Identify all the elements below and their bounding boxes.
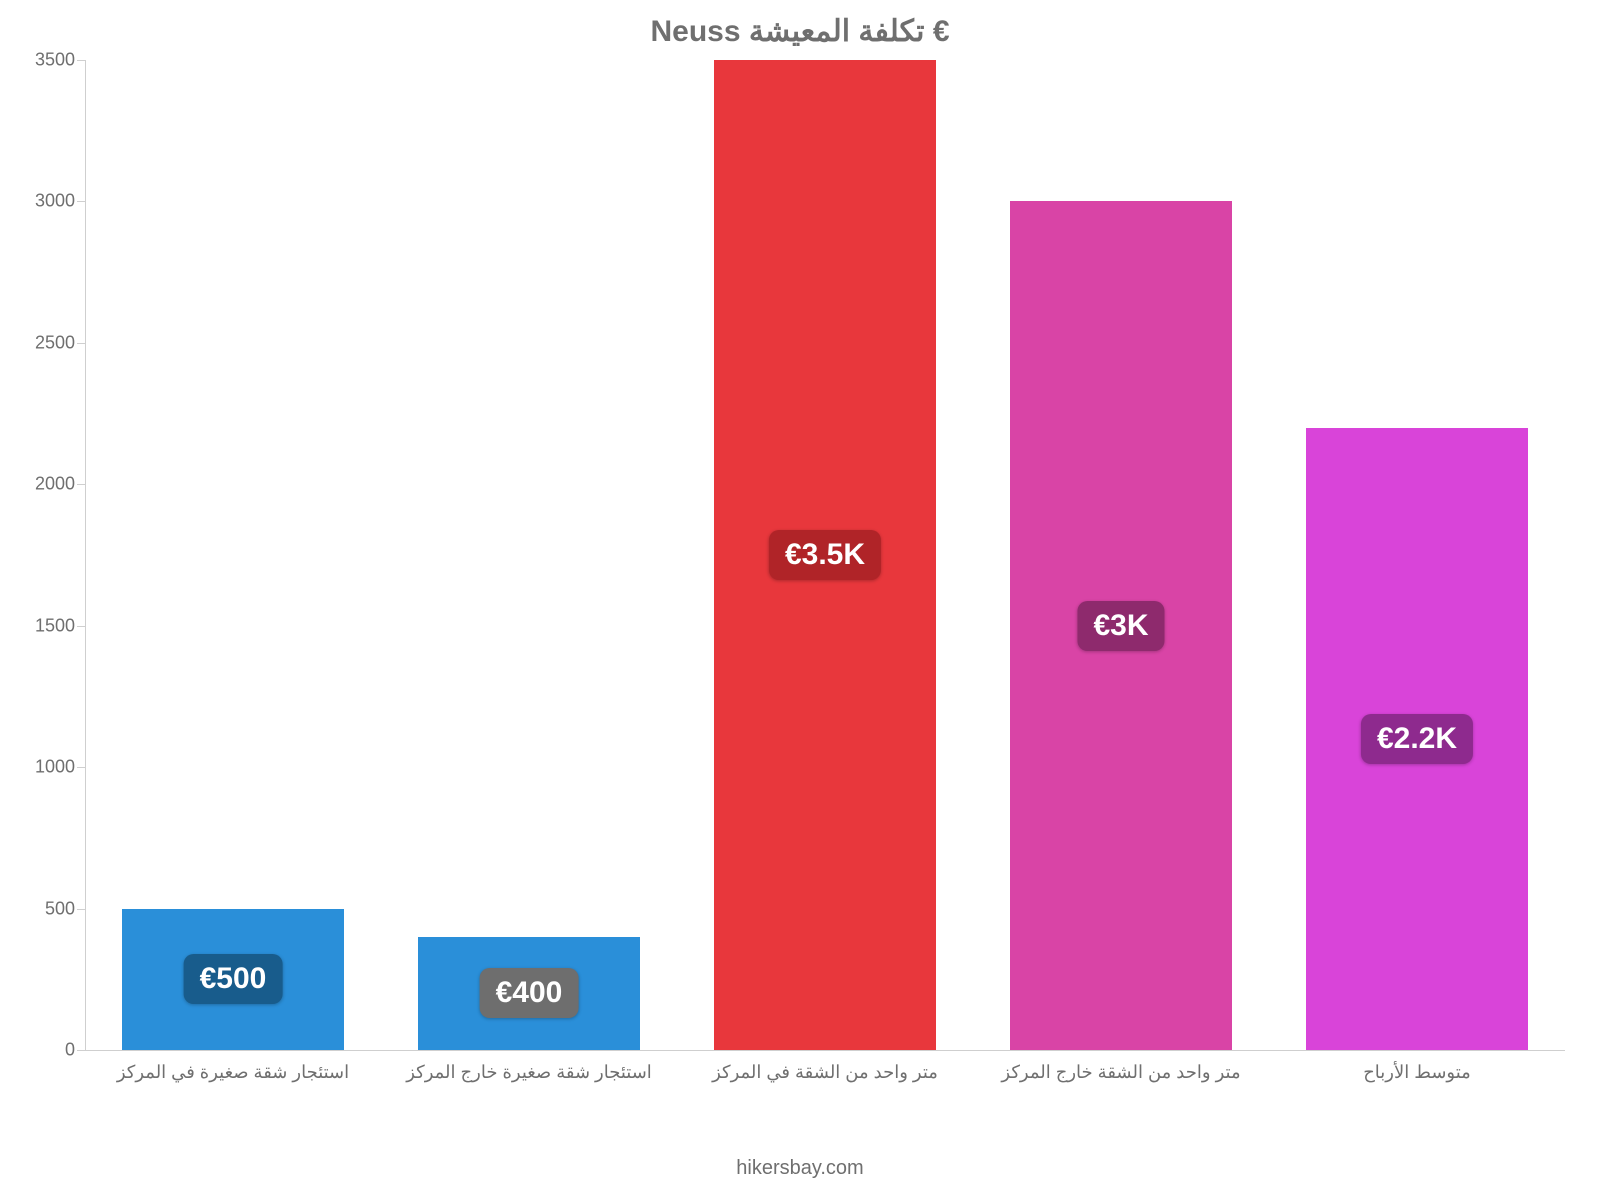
x-tick-label: استئجار شقة صغيرة في المركز bbox=[117, 1062, 349, 1083]
y-tick-label: 1500 bbox=[5, 615, 75, 636]
x-tick-label: متوسط الأرباح bbox=[1363, 1062, 1471, 1083]
y-tick-label: 3000 bbox=[5, 191, 75, 212]
y-tick-mark bbox=[77, 767, 85, 768]
y-tick-label: 2500 bbox=[5, 332, 75, 353]
y-tick-label: 0 bbox=[5, 1040, 75, 1061]
y-tick-label: 2000 bbox=[5, 474, 75, 495]
x-axis-line bbox=[85, 1050, 1565, 1051]
bar-value-label: €500 bbox=[184, 954, 283, 1004]
chart-container: € تكلفة المعيشة Neuss hikersbay.com 0 500… bbox=[0, 0, 1600, 1200]
x-tick-label: متر واحد من الشقة خارج المركز bbox=[1001, 1062, 1240, 1083]
attribution-text: hikersbay.com bbox=[0, 1157, 1600, 1180]
y-tick-label: 3500 bbox=[5, 50, 75, 71]
y-tick-mark bbox=[77, 60, 85, 61]
chart-title: € تكلفة المعيشة Neuss bbox=[0, 14, 1600, 49]
y-tick-label: 500 bbox=[5, 898, 75, 919]
y-axis-line bbox=[85, 60, 86, 1050]
y-tick-mark bbox=[77, 484, 85, 485]
y-tick-mark bbox=[77, 343, 85, 344]
x-tick-label: استئجار شقة صغيرة خارج المركز bbox=[406, 1062, 652, 1083]
y-tick-mark bbox=[77, 201, 85, 202]
y-tick-mark bbox=[77, 626, 85, 627]
bar-value-label: €3K bbox=[1077, 601, 1164, 651]
bar-value-label: €2.2K bbox=[1361, 714, 1473, 764]
x-tick-label: متر واحد من الشقة في المركز bbox=[712, 1062, 938, 1083]
y-tick-label: 1000 bbox=[5, 757, 75, 778]
y-tick-mark bbox=[77, 909, 85, 910]
y-tick-mark bbox=[77, 1050, 85, 1051]
bar-value-label: €400 bbox=[480, 968, 579, 1018]
bar-value-label: €3.5K bbox=[769, 530, 881, 580]
